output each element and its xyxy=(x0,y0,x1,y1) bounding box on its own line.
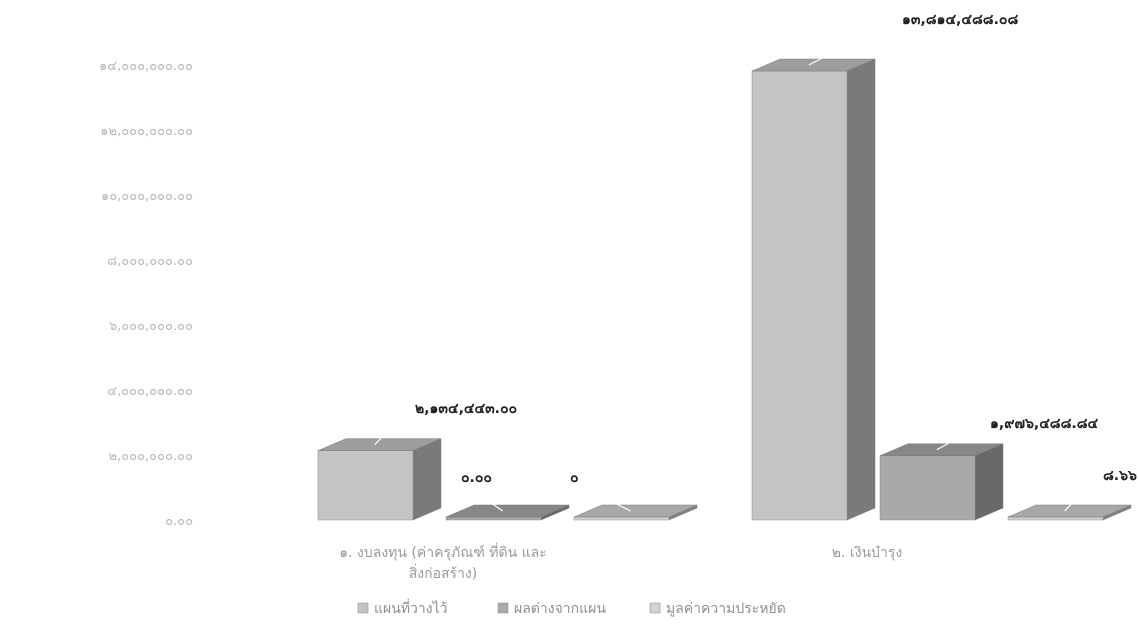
bar-front-face xyxy=(879,455,976,521)
bar-side-face xyxy=(974,443,1004,521)
y-tick-label: ๘,๐๐๐,๐๐๐.๐๐ xyxy=(107,254,193,269)
legend-label: มูลค่าความประหยัด xyxy=(666,601,786,617)
legend-label: แผนที่วางไว้ xyxy=(374,599,448,617)
bar-top-face xyxy=(879,443,1004,457)
bar-3-cat-1 xyxy=(573,504,698,521)
data-label: ๐ xyxy=(570,470,579,486)
y-tick-label: ๑๐,๐๐๐,๐๐๐.๐๐ xyxy=(101,189,193,204)
y-tick-label: ๑๒,๐๐๐,๐๐๐.๐๐ xyxy=(100,124,193,139)
legend-swatch xyxy=(649,602,661,614)
data-label: ๘.๖๖ xyxy=(1103,468,1137,484)
leader-line xyxy=(1064,475,1098,512)
category-label: สิ่งก่อสร้าง) xyxy=(409,564,478,582)
y-tick-label: ๖,๐๐๐,๐๐๐.๐๐ xyxy=(109,319,193,334)
y-tick-label: ๐.๐๐ xyxy=(165,514,193,529)
bar-side-face xyxy=(846,58,876,521)
bar-side-face xyxy=(412,438,442,521)
bar-front-face xyxy=(445,516,542,521)
y-axis-ticks: ๐.๐๐ ๒,๐๐๐,๐๐๐.๐๐ ๔,๐๐๐,๐๐๐.๐๐ ๖,๐๐๐,๐๐๐.๐๐… xyxy=(99,59,193,529)
bar-front-face xyxy=(317,450,414,521)
y-tick-label: ๔,๐๐๐,๐๐๐.๐๐ xyxy=(107,384,193,399)
leader-line xyxy=(808,19,897,66)
data-label: ๑๓,๘๑๔,๔๘๘.๐๘ xyxy=(902,12,1018,28)
leader-line xyxy=(374,408,410,446)
bar-top-face xyxy=(573,504,698,518)
data-label: ๑,๙๗๖,๔๘๘.๘๔ xyxy=(990,416,1099,432)
y-tick-label: ๑๔,๐๐๐,๐๐๐.๐๐ xyxy=(99,59,193,74)
legend-item: ผลต่างจากแผน xyxy=(497,601,606,617)
bar-top-face xyxy=(751,58,876,72)
bar-front-face xyxy=(573,516,670,521)
bar-2-cat-2 xyxy=(879,443,1004,521)
bar-top-face xyxy=(445,504,570,518)
bar-3-cat-2 xyxy=(1007,504,1132,521)
bar-top-face xyxy=(1007,504,1132,518)
category-label: ๑. งบลงทุน (ค่าครุภัณฑ์ ที่ดิน และ xyxy=(339,543,547,561)
data-label: ๐.๐๐ xyxy=(461,470,492,486)
bar-front-face xyxy=(1007,516,1104,521)
data-label: ๒,๑๓๔,๔๔๓.๐๐ xyxy=(415,401,517,417)
bar-series xyxy=(317,58,1132,521)
leader-line xyxy=(563,477,632,512)
bar-2-cat-1 xyxy=(445,504,570,521)
legend: แผนที่วางไว้ ผลต่างจากแผน มูลค่าความประหยั… xyxy=(357,599,786,617)
leader-line xyxy=(936,423,985,451)
bar-1-cat-2 xyxy=(751,58,876,521)
leader-line xyxy=(454,477,504,512)
legend-item: แผนที่วางไว้ xyxy=(357,599,448,617)
bar-1-cat-1 xyxy=(317,438,442,521)
category-labels: ๑. งบลงทุน (ค่าครุภัณฑ์ ที่ดิน และสิ่งก่… xyxy=(339,543,902,582)
category-label: ๒. เงินบำรุง xyxy=(832,545,902,561)
legend-label: ผลต่างจากแผน xyxy=(514,601,606,617)
legend-swatch xyxy=(357,602,369,614)
bar-front-face xyxy=(751,70,848,521)
data-labels: ๒,๑๓๔,๔๔๓.๐๐ ๑๓,๘๑๔,๔๘๘.๐๘๐.๐๐ ๑,๙๗๖,๔๘๘.๘… xyxy=(374,12,1137,512)
legend-swatch xyxy=(497,602,509,614)
bar-top-face xyxy=(317,438,442,451)
y-tick-label: ๒,๐๐๐,๐๐๐.๐๐ xyxy=(109,449,194,464)
legend-item: มูลค่าความประหยัด xyxy=(649,601,786,617)
